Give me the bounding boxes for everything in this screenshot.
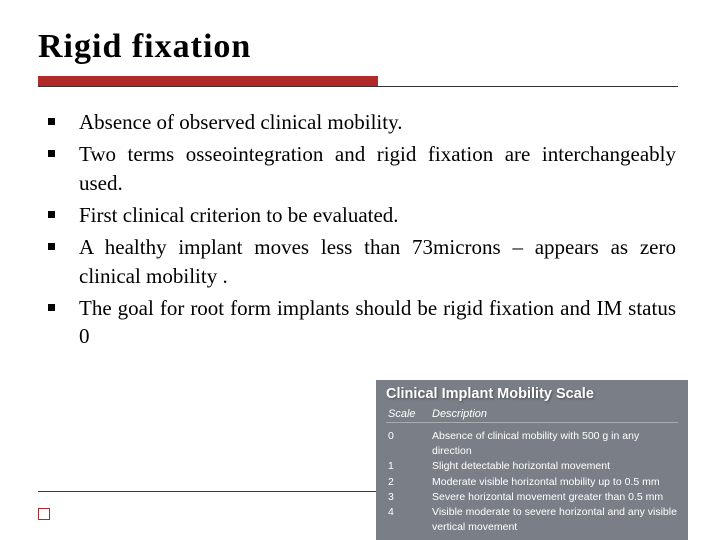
- scale-description: Slight detectable horizontal movement: [432, 459, 678, 474]
- scale-row: 2 Moderate visible horizontal mobility u…: [386, 475, 678, 490]
- scale-description: Moderate visible horizontal mobility up …: [432, 475, 678, 490]
- mobility-scale-panel: Clinical Implant Mobility Scale Scale De…: [376, 380, 688, 540]
- scale-title: Clinical Implant Mobility Scale: [386, 386, 678, 402]
- scale-row: 4 Visible moderate to severe horizontal …: [386, 505, 678, 535]
- scale-description: Visible moderate to severe horizontal an…: [432, 505, 678, 535]
- slide: Rigid fixation Absence of observed clini…: [0, 0, 720, 540]
- scale-value: 2: [388, 475, 432, 490]
- scale-value: 0: [388, 429, 432, 459]
- list-item: First clinical criterion to be evaluated…: [48, 201, 676, 229]
- bullet-icon: [48, 118, 55, 125]
- bullet-icon: [48, 150, 55, 157]
- bullet-text: Two terms osseointegration and rigid fix…: [79, 140, 676, 197]
- list-item: Two terms osseointegration and rigid fix…: [48, 140, 676, 197]
- footer-rule: [38, 491, 378, 492]
- scale-value: 1: [388, 459, 432, 474]
- scale-row: 1 Slight detectable horizontal movement: [386, 459, 678, 474]
- bullet-text: Absence of observed clinical mobility.: [79, 108, 676, 136]
- scale-value: 3: [388, 490, 432, 505]
- bullet-icon: [48, 211, 55, 218]
- scale-row: 3 Severe horizontal movement greater tha…: [386, 490, 678, 505]
- accent-bar: [38, 76, 378, 86]
- bullet-list: Absence of observed clinical mobility. T…: [48, 108, 676, 351]
- bullet-icon: [48, 304, 55, 311]
- bullet-icon: [48, 243, 55, 250]
- scale-row: 0 Absence of clinical mobility with 500 …: [386, 429, 678, 459]
- content-area: Absence of observed clinical mobility. T…: [38, 108, 682, 351]
- thin-rule: [38, 86, 678, 87]
- title-rule: [38, 76, 682, 90]
- scale-description: Severe horizontal movement greater than …: [432, 490, 678, 505]
- scale-header-row: Scale Description: [386, 408, 678, 420]
- footer-logo-box: [38, 508, 50, 520]
- scale-divider: [386, 422, 678, 423]
- list-item: The goal for root form implants should b…: [48, 294, 676, 351]
- list-item: Absence of observed clinical mobility.: [48, 108, 676, 136]
- scale-value: 4: [388, 505, 432, 535]
- scale-description: Absence of clinical mobility with 500 g …: [432, 429, 678, 459]
- list-item: A healthy implant moves less than 73micr…: [48, 233, 676, 290]
- bullet-text: First clinical criterion to be evaluated…: [79, 201, 676, 229]
- scale-header-scale: Scale: [388, 408, 432, 420]
- scale-header-description: Description: [432, 408, 678, 420]
- slide-title: Rigid fixation: [38, 28, 682, 66]
- bullet-text: A healthy implant moves less than 73micr…: [79, 233, 676, 290]
- bullet-text: The goal for root form implants should b…: [79, 294, 676, 351]
